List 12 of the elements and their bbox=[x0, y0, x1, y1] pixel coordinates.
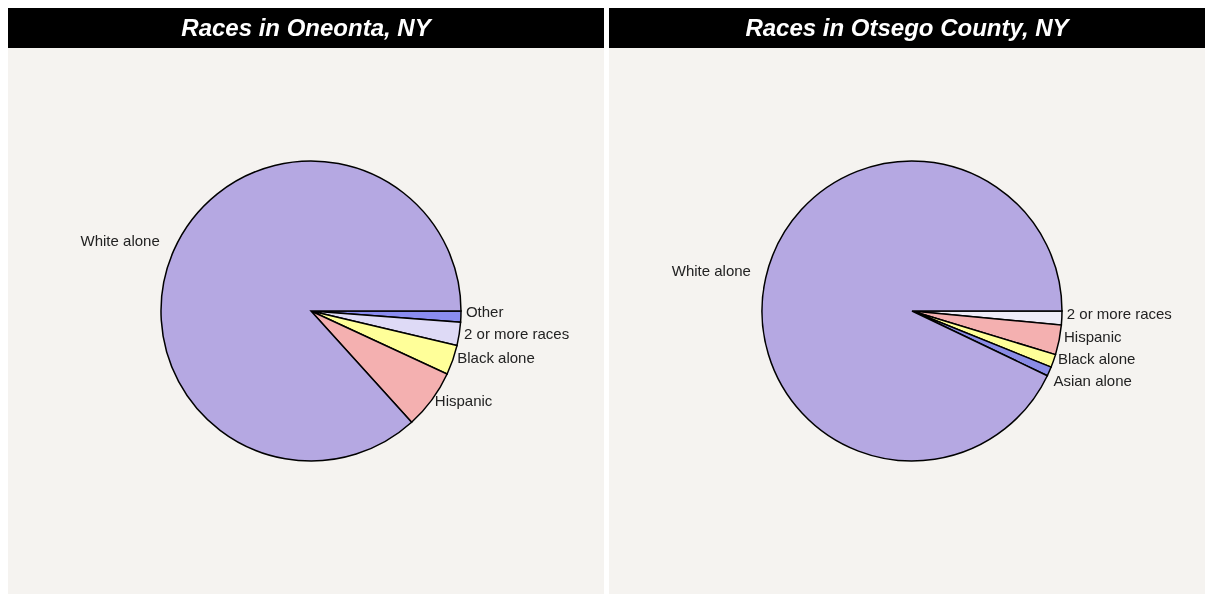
slice-label: 2 or more races bbox=[464, 325, 570, 343]
slice-label: White alone bbox=[671, 261, 751, 279]
slice-label: 2 or more races bbox=[1066, 304, 1172, 322]
slice-label: Hispanic bbox=[434, 391, 493, 409]
slice-label: Black alone bbox=[457, 349, 535, 367]
slice-label: White alone bbox=[80, 232, 160, 250]
slice-label: Asian alone bbox=[1053, 372, 1132, 390]
slice-label: Hispanic bbox=[1063, 327, 1122, 345]
chart-title: Races in Otsego County, NY bbox=[609, 8, 1205, 48]
chart-title: Races in Oneonta, NY bbox=[8, 8, 604, 48]
slice-label: Black alone bbox=[1057, 350, 1136, 368]
slice-label: Other bbox=[465, 303, 504, 321]
